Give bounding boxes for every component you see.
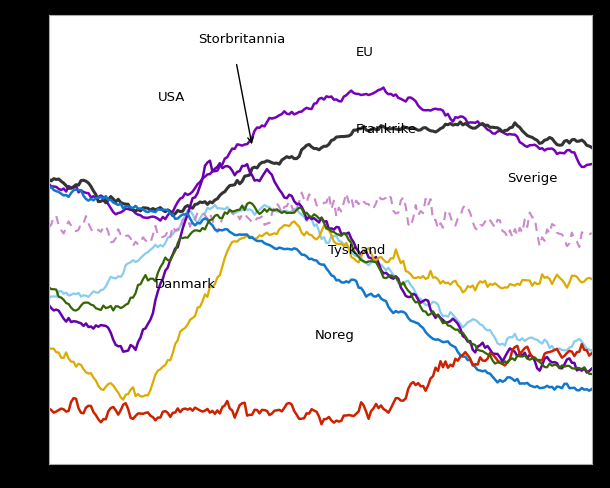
Text: EU: EU (356, 46, 373, 60)
Text: USA: USA (157, 91, 185, 104)
Text: Noreg: Noreg (315, 329, 354, 342)
Text: Storbritannia: Storbritannia (198, 33, 285, 46)
Text: Frankrike: Frankrike (356, 122, 417, 136)
Text: Tyskland: Tyskland (328, 244, 386, 257)
Text: Danmark: Danmark (155, 278, 216, 290)
Text: Sverige: Sverige (508, 172, 558, 185)
